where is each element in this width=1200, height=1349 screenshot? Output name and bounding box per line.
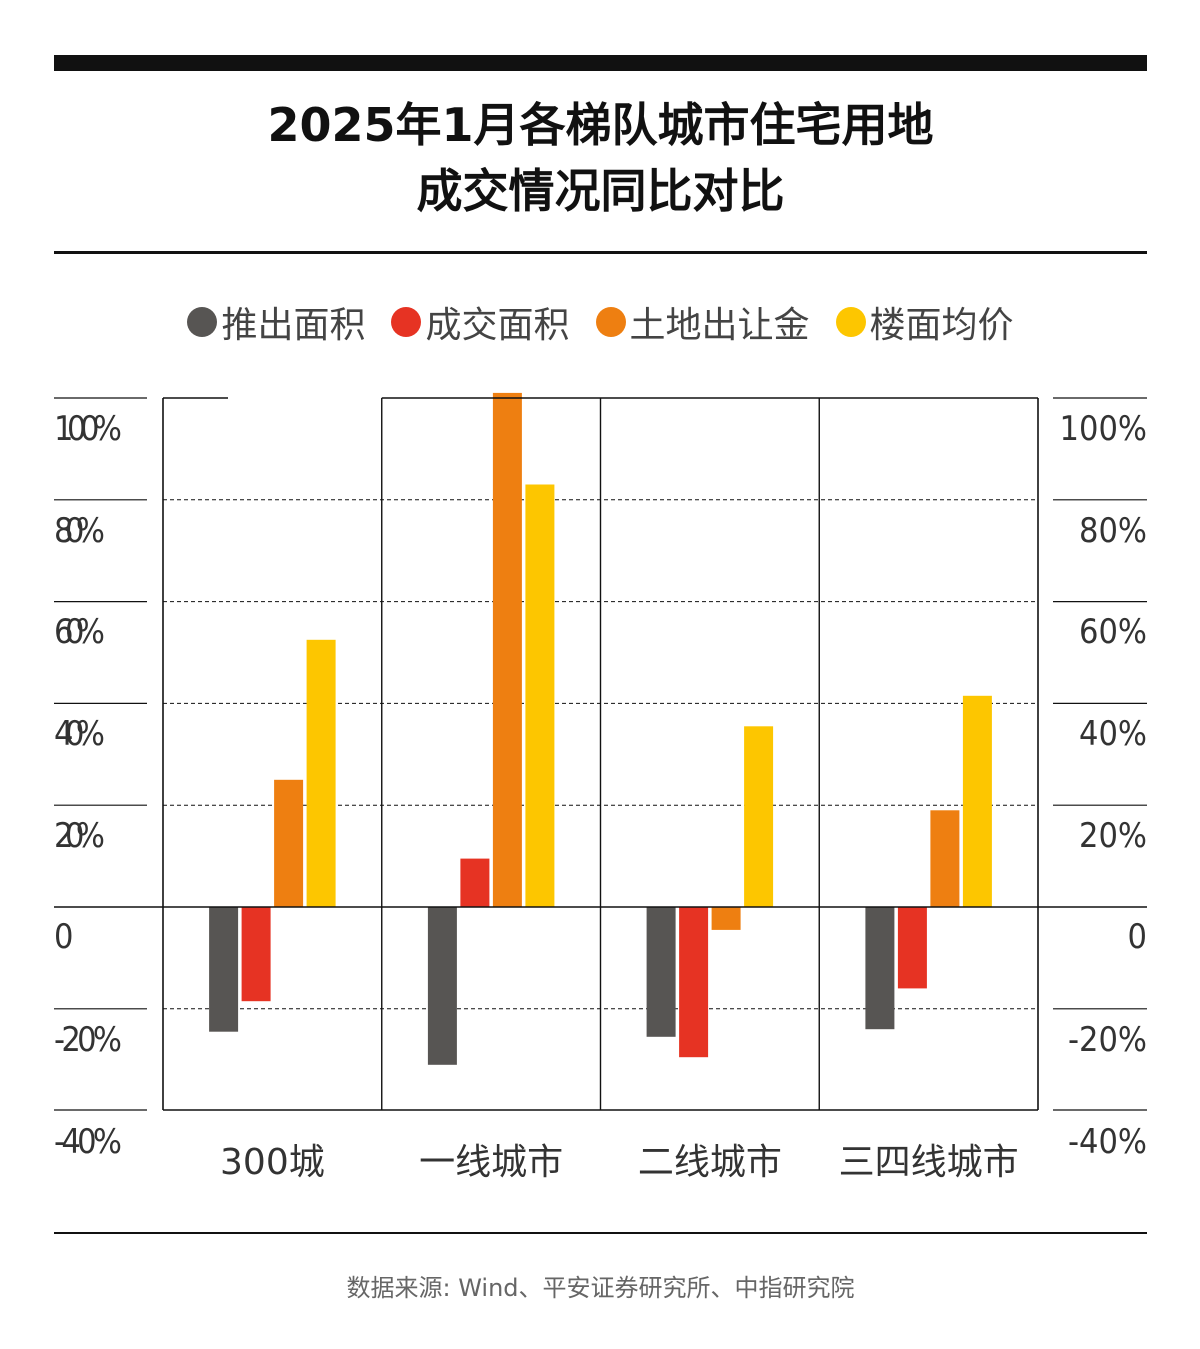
- bar-3-1: [274, 779, 304, 908]
- axis-layer: [54, 397, 1147, 1111]
- legend-swatch-series-3: [595, 307, 626, 337]
- legend-label-series-1: 推出面积: [221, 305, 366, 346]
- legend-item-series-2: 成交面积: [391, 296, 570, 348]
- bar-1-1: [209, 907, 239, 1032]
- legend-label-series-2: 成交面积: [425, 305, 570, 346]
- y-tick-label-right: 40%: [1079, 714, 1147, 754]
- legend-label-series-4: 楼面均价: [869, 305, 1014, 346]
- x-category-label: 三四线城市: [839, 1142, 1019, 1183]
- bar-1-2: [427, 907, 457, 1065]
- y-tick-label-right: -40%: [1068, 1122, 1147, 1162]
- y-tick-label-left: -40%: [54, 1122, 122, 1162]
- y-tick-label-right: -20%: [1068, 1020, 1147, 1060]
- bottom-rule: [54, 1232, 1147, 1234]
- bar-layer: [209, 392, 992, 1065]
- x-category-label: 300城: [220, 1142, 325, 1183]
- label-layer: 100% 100% 80% 80% 60% 60% 40% 40% 20% 20% 0 0 -20% -2…: [54, 409, 1147, 1183]
- bar-4-2: [525, 484, 555, 907]
- bar-1-4: [865, 907, 895, 1030]
- top-rule: [54, 55, 1147, 71]
- source-note: 数据来源: Wind、平安证券研究所、中指研究院: [346, 1274, 855, 1302]
- legend-swatch-series-2: [391, 307, 422, 337]
- chart-title: 2025年1月各梯队城市住宅用地 成交情况同比对比: [54, 92, 1147, 224]
- legend-item-series-1: 推出面积: [187, 296, 365, 348]
- legend-swatch-series-4: [835, 307, 866, 337]
- bar-2-1: [241, 907, 271, 1002]
- legend-item-series-3: 土地出让金: [595, 296, 810, 348]
- legend-label-series-3: 土地出让金: [629, 305, 810, 346]
- legend-swatch-series-1: [187, 307, 218, 337]
- title-line-2: 成交情况同比对比: [416, 164, 785, 218]
- legend: 推出面积 成交面积 土地出让金 楼面均价: [54, 296, 1147, 348]
- bar-1-3: [646, 907, 676, 1037]
- y-tick-label-left: 40%: [54, 714, 105, 754]
- bar-chart: 100% 100% 80% 80% 60% 60% 40% 40% 20% 20% 0 0 -20% -2…: [54, 392, 1147, 1183]
- bar-2-2: [460, 858, 490, 907]
- bar-3-2: [492, 392, 522, 907]
- bar-3-4: [930, 810, 960, 907]
- bar-3-3: [711, 907, 741, 930]
- bar-4-3: [744, 726, 774, 907]
- y-tick-label-left: 80%: [54, 511, 105, 551]
- y-tick-label-right: 20%: [1079, 816, 1147, 856]
- y-tick-label-right: 80%: [1079, 511, 1147, 551]
- title-rule: [54, 251, 1147, 254]
- bar-4-1: [306, 639, 336, 907]
- y-tick-label-left: 100%: [54, 409, 122, 449]
- y-tick-label-right: 100%: [1060, 409, 1147, 449]
- y-tick-label-right: 0: [1128, 917, 1147, 957]
- y-tick-label-left: 60%: [54, 612, 105, 652]
- title-line-1: 2025年1月各梯队城市住宅用地: [267, 98, 934, 152]
- y-tick-label-left: -20%: [54, 1020, 122, 1060]
- x-category-label: 一线城市: [419, 1142, 563, 1183]
- y-tick-label-right: 60%: [1079, 612, 1147, 652]
- x-category-label: 二线城市: [638, 1142, 782, 1183]
- bar-2-4: [897, 907, 927, 989]
- legend-item-series-4: 楼面均价: [835, 296, 1014, 348]
- y-tick-label-left: 20%: [54, 816, 105, 856]
- y-tick-label-left: 0: [54, 917, 73, 957]
- bar-4-4: [962, 695, 992, 907]
- bar-2-3: [679, 907, 709, 1058]
